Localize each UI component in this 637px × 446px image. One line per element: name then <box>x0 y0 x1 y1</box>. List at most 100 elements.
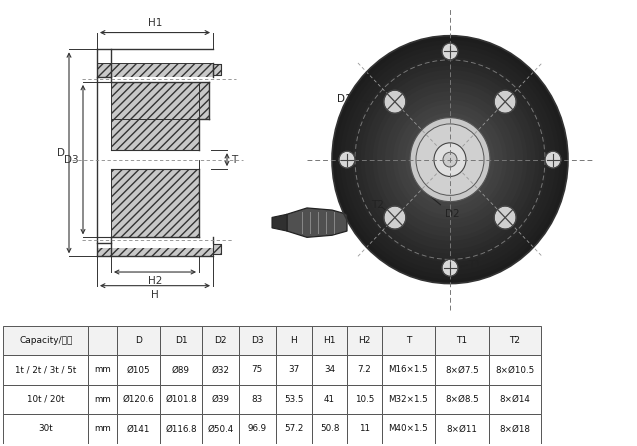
Bar <box>312 384 347 414</box>
Circle shape <box>357 62 543 258</box>
Circle shape <box>442 43 458 60</box>
Circle shape <box>352 57 548 262</box>
Circle shape <box>446 155 454 164</box>
Bar <box>435 355 489 384</box>
Bar <box>239 326 276 355</box>
Text: Ø141: Ø141 <box>127 425 150 434</box>
Bar <box>160 326 203 355</box>
Polygon shape <box>287 208 347 237</box>
Bar <box>199 82 209 120</box>
Text: Ø116.8: Ø116.8 <box>165 425 197 434</box>
Circle shape <box>422 130 478 190</box>
Circle shape <box>434 143 466 177</box>
Text: Ø105: Ø105 <box>126 365 150 374</box>
Text: 8×Ø7.5: 8×Ø7.5 <box>445 365 479 374</box>
Text: H1: H1 <box>324 336 336 345</box>
Circle shape <box>410 118 490 202</box>
Circle shape <box>369 74 531 245</box>
Text: 8×Ø14: 8×Ø14 <box>499 395 531 404</box>
Bar <box>382 414 435 444</box>
Text: Capacity/量程: Capacity/量程 <box>19 336 73 345</box>
Circle shape <box>397 104 503 215</box>
Text: 8×Ø8.5: 8×Ø8.5 <box>445 395 479 404</box>
Bar <box>117 326 160 355</box>
Bar <box>276 414 312 444</box>
Text: H1: H1 <box>148 18 162 29</box>
Bar <box>312 326 347 355</box>
Bar <box>89 355 117 384</box>
Text: D: D <box>134 336 141 345</box>
Text: Ø120.6: Ø120.6 <box>122 395 154 404</box>
Circle shape <box>364 70 536 249</box>
Bar <box>203 326 239 355</box>
Circle shape <box>494 206 516 229</box>
Text: 30t: 30t <box>38 425 53 434</box>
Circle shape <box>393 100 507 219</box>
Text: H: H <box>290 336 297 345</box>
Circle shape <box>389 95 511 224</box>
Text: D: D <box>57 148 65 158</box>
Text: T1: T1 <box>468 260 481 270</box>
Circle shape <box>344 49 556 271</box>
Bar <box>97 77 213 82</box>
Polygon shape <box>272 214 287 231</box>
Circle shape <box>401 108 499 211</box>
Bar <box>382 326 435 355</box>
Bar <box>276 355 312 384</box>
Circle shape <box>442 260 458 276</box>
Text: 1t / 2t / 3t / 5t: 1t / 2t / 3t / 5t <box>15 365 76 374</box>
Bar <box>89 384 117 414</box>
Text: 11: 11 <box>359 425 369 434</box>
Text: M16×1.5: M16×1.5 <box>389 365 428 374</box>
Bar <box>489 355 541 384</box>
Text: D1: D1 <box>337 94 369 104</box>
Circle shape <box>405 113 495 206</box>
Text: 83: 83 <box>252 395 263 404</box>
Bar <box>97 243 213 256</box>
Bar <box>111 120 199 150</box>
Text: 53.5: 53.5 <box>284 395 304 404</box>
Bar <box>89 414 117 444</box>
Bar <box>435 384 489 414</box>
Text: D1: D1 <box>175 336 187 345</box>
Text: mm: mm <box>94 425 111 434</box>
Bar <box>111 160 199 237</box>
Text: T: T <box>231 155 237 165</box>
Text: 8×Ø18: 8×Ø18 <box>499 425 531 434</box>
Bar <box>97 63 213 77</box>
Bar <box>3 414 89 444</box>
Bar <box>203 384 239 414</box>
Circle shape <box>429 138 470 181</box>
Bar <box>489 326 541 355</box>
Text: T: T <box>406 336 411 345</box>
Circle shape <box>361 66 540 254</box>
Text: 50.8: 50.8 <box>320 425 340 434</box>
Text: 8×Ø10.5: 8×Ø10.5 <box>496 365 534 374</box>
Bar <box>312 414 347 444</box>
Circle shape <box>373 78 527 241</box>
Text: Ø32: Ø32 <box>211 365 230 374</box>
Circle shape <box>413 121 487 198</box>
Bar <box>117 355 160 384</box>
Text: H2: H2 <box>148 276 162 286</box>
Bar <box>97 237 213 248</box>
Bar <box>239 355 276 384</box>
Text: Ø39: Ø39 <box>211 395 230 404</box>
Text: 75: 75 <box>252 365 263 374</box>
Bar <box>203 414 239 444</box>
Text: D2: D2 <box>215 336 227 345</box>
Text: Ø50.4: Ø50.4 <box>208 425 234 434</box>
Circle shape <box>410 117 490 202</box>
Circle shape <box>348 53 552 266</box>
Text: mm: mm <box>94 365 111 374</box>
Circle shape <box>336 40 564 279</box>
Bar <box>435 326 489 355</box>
Bar <box>203 355 239 384</box>
Text: Ø89: Ø89 <box>172 365 190 374</box>
Circle shape <box>381 87 519 232</box>
Circle shape <box>442 151 458 168</box>
Bar <box>435 414 489 444</box>
Text: D3: D3 <box>251 336 264 345</box>
Bar <box>312 355 347 384</box>
Bar <box>276 326 312 355</box>
